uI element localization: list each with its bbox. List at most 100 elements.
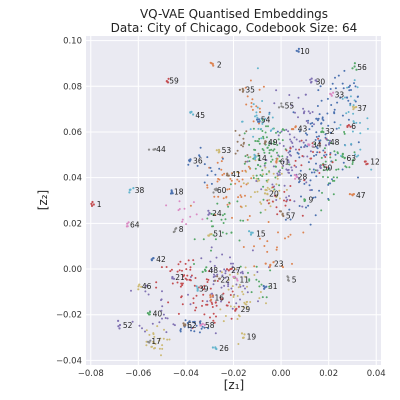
embedding-point bbox=[268, 140, 271, 143]
embedding-point bbox=[190, 329, 192, 332]
embedding-point bbox=[220, 168, 223, 171]
embedding-point bbox=[314, 139, 317, 141]
codebook-label: 32 bbox=[325, 127, 335, 136]
embedding-point bbox=[195, 213, 198, 216]
codebook-label: 33 bbox=[335, 90, 345, 99]
codebook-label: 48 bbox=[330, 138, 340, 147]
chart-title: VQ-VAE Quantised Embeddings bbox=[140, 7, 328, 21]
embedding-point bbox=[287, 171, 290, 174]
embedding-point bbox=[235, 302, 238, 305]
y-tick-label: 0.10 bbox=[63, 37, 82, 47]
embedding-point bbox=[278, 197, 281, 200]
embedding-point bbox=[274, 176, 277, 179]
embedding-point bbox=[237, 286, 240, 289]
codebook-point bbox=[211, 295, 214, 298]
embedding-point bbox=[147, 293, 150, 296]
x-tick-label: −0.06 bbox=[125, 369, 151, 379]
codebook-point bbox=[272, 261, 275, 264]
embedding-point bbox=[341, 97, 344, 100]
codebook-label: 31 bbox=[268, 282, 278, 291]
embedding-point bbox=[285, 200, 288, 203]
codebook-label: 2 bbox=[217, 61, 222, 70]
codebook-point bbox=[327, 143, 331, 146]
embedding-point bbox=[309, 78, 312, 81]
x-tick-label: −0.02 bbox=[220, 369, 246, 379]
embedding-point bbox=[324, 151, 326, 154]
codebook-point bbox=[117, 319, 120, 322]
embedding-point bbox=[351, 130, 354, 133]
embedding-point bbox=[237, 343, 240, 345]
embedding-point bbox=[158, 347, 161, 350]
codebook-point bbox=[295, 49, 298, 52]
embedding-point bbox=[287, 159, 290, 162]
codebook-point bbox=[314, 79, 317, 82]
embedding-point bbox=[347, 86, 350, 89]
embedding-point bbox=[276, 193, 279, 196]
codebook-label: 64 bbox=[130, 220, 140, 229]
embedding-point bbox=[150, 345, 153, 348]
embedding-point bbox=[250, 102, 253, 104]
codebook-point bbox=[237, 305, 240, 308]
codebook-point bbox=[349, 125, 352, 128]
embedding-point bbox=[259, 291, 262, 293]
embedding-point bbox=[250, 291, 253, 294]
embedding-point bbox=[168, 338, 171, 341]
codebook-point bbox=[169, 192, 173, 195]
embedding-point bbox=[245, 303, 248, 306]
embedding-point bbox=[305, 120, 308, 122]
embedding-point bbox=[291, 169, 294, 172]
embedding-point bbox=[228, 301, 230, 304]
embedding-point bbox=[144, 290, 147, 293]
embedding-point bbox=[346, 96, 349, 99]
embedding-point bbox=[198, 155, 201, 158]
embedding-point bbox=[316, 105, 319, 107]
embedding-point bbox=[173, 324, 176, 327]
embedding-point bbox=[326, 112, 329, 115]
embedding-point bbox=[345, 112, 348, 115]
embedding-point bbox=[217, 177, 220, 180]
embedding-point bbox=[152, 342, 155, 345]
codebook-point bbox=[211, 62, 214, 65]
embedding-point bbox=[281, 139, 284, 142]
codebook-point bbox=[277, 106, 281, 109]
codebook-label: 16 bbox=[214, 294, 224, 303]
embedding-point bbox=[216, 202, 219, 205]
codebook-label: 34 bbox=[312, 141, 322, 150]
embedding-point bbox=[311, 122, 314, 124]
embedding-point bbox=[248, 143, 251, 146]
embedding-point bbox=[152, 332, 155, 335]
embedding-point bbox=[322, 169, 325, 172]
embedding-point bbox=[252, 177, 255, 179]
codebook-label: 42 bbox=[156, 255, 166, 264]
embedding-point bbox=[359, 132, 362, 135]
embedding-point bbox=[222, 320, 225, 323]
embedding-point bbox=[315, 131, 318, 134]
embedding-point bbox=[232, 262, 234, 265]
embedding-point bbox=[239, 285, 242, 288]
x-axis-label: [z₁] bbox=[224, 378, 244, 392]
embedding-point bbox=[210, 212, 213, 215]
embedding-point bbox=[177, 312, 180, 315]
embedding-point bbox=[270, 155, 273, 158]
embedding-point bbox=[212, 283, 215, 286]
embedding-point bbox=[341, 114, 344, 117]
embedding-point bbox=[246, 160, 249, 163]
embedding-point bbox=[242, 284, 245, 287]
codebook-label: 60 bbox=[217, 186, 227, 195]
embedding-point bbox=[298, 148, 301, 151]
embedding-point bbox=[351, 163, 354, 165]
embedding-point bbox=[257, 154, 260, 157]
embedding-point bbox=[209, 287, 212, 290]
embedding-point bbox=[272, 142, 275, 145]
embedding-point bbox=[213, 273, 215, 276]
codebook-point bbox=[147, 148, 151, 151]
codebook-label: 19 bbox=[247, 332, 257, 341]
embedding-point bbox=[258, 179, 261, 182]
embedding-point bbox=[271, 183, 274, 186]
embedding-point bbox=[266, 199, 269, 202]
embedding-point bbox=[236, 295, 239, 297]
codebook-label: 63 bbox=[347, 154, 357, 163]
embedding-point bbox=[141, 327, 143, 330]
embedding-point bbox=[329, 153, 332, 156]
embedding-point bbox=[202, 288, 205, 291]
